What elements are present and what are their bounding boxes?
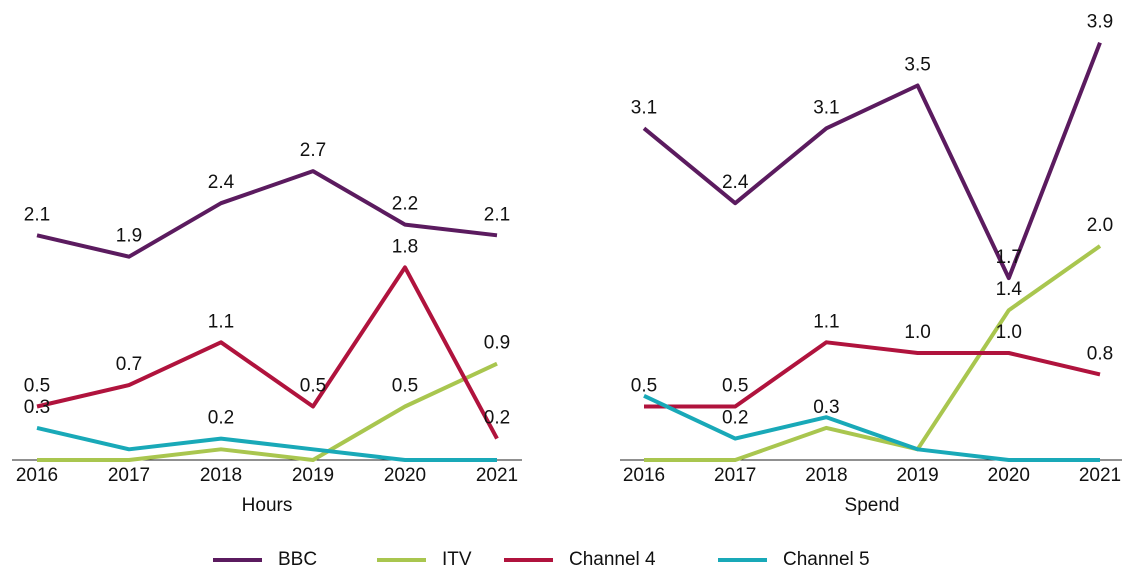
data-label: 0.2 [484, 408, 510, 429]
data-label: 0.2 [208, 408, 234, 429]
x-tick-label: 2016 [16, 465, 58, 486]
x-tick-label: 2018 [200, 465, 242, 486]
data-label: 1.0 [996, 322, 1022, 343]
data-label: 1.0 [904, 322, 930, 343]
series-line [37, 361, 498, 462]
series-line [642, 41, 1102, 281]
data-label: 0.3 [24, 397, 50, 418]
data-label: 0.2 [722, 408, 748, 429]
x-tick-label: 2019 [292, 465, 334, 486]
x-tick-label: 2020 [988, 465, 1030, 486]
series-line [644, 340, 1101, 409]
data-label: 0.7 [116, 354, 142, 375]
data-label: 1.1 [813, 311, 839, 332]
x-axis-label: Spend [845, 495, 900, 516]
data-label: 1.1 [208, 311, 234, 332]
x-tick-label: 2018 [805, 465, 847, 486]
data-label: 0.5 [722, 376, 748, 397]
data-label: 3.5 [904, 55, 930, 76]
series-line [36, 265, 499, 440]
data-label: 2.4 [208, 172, 235, 193]
x-axis-label: Hours [242, 495, 293, 516]
data-label: 0.5 [631, 376, 657, 397]
x-tick-label: 2021 [476, 465, 518, 486]
series-line [36, 425, 497, 462]
legend-label: BBC [278, 549, 317, 570]
x-tick-label: 2017 [714, 465, 756, 486]
x-tick-label: 2019 [896, 465, 938, 486]
data-label: 3.1 [813, 97, 839, 118]
x-tick-label: 2021 [1079, 465, 1121, 486]
x-tick-label: 2020 [384, 465, 426, 486]
data-label: 0.5 [24, 376, 50, 397]
data-label: 2.4 [722, 172, 749, 193]
data-label: 1.4 [996, 279, 1023, 300]
data-label: 2.7 [300, 140, 326, 161]
series-line [644, 244, 1102, 462]
x-tick-label: 2016 [623, 465, 665, 486]
data-label: 2.0 [1087, 215, 1113, 236]
data-label: 1.8 [392, 236, 418, 257]
data-label: 0.5 [392, 376, 418, 397]
series-line [643, 393, 1100, 462]
data-label: 1.9 [116, 226, 142, 247]
legend-label: Channel 5 [783, 549, 870, 570]
legend-label: Channel 4 [569, 549, 656, 570]
series-line [36, 169, 498, 259]
data-label: 1.7 [996, 247, 1022, 268]
data-label: 2.1 [24, 204, 50, 225]
data-label: 3.1 [631, 97, 657, 118]
data-label: 2.2 [392, 194, 418, 215]
legend-label: ITV [442, 549, 472, 570]
data-label: 0.3 [813, 397, 839, 418]
data-label: 0.5 [300, 376, 326, 397]
data-label: 2.1 [484, 204, 510, 225]
data-label: 0.8 [1087, 343, 1113, 364]
data-label: 3.9 [1087, 12, 1113, 33]
data-label: 0.9 [484, 333, 510, 354]
x-tick-label: 2017 [108, 465, 150, 486]
